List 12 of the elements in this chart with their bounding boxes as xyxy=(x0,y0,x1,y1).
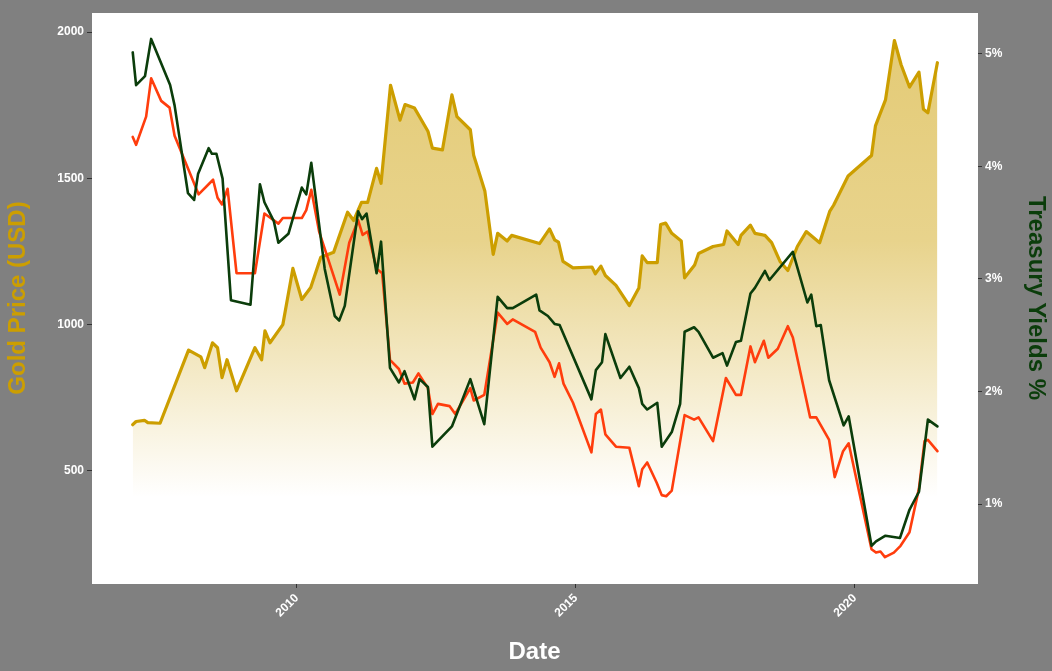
y2-tick-label: 2% xyxy=(985,383,1003,398)
y-tick-label: 1500 xyxy=(57,170,85,185)
y2-tick-label: 4% xyxy=(985,158,1003,173)
y2-tick-label: 1% xyxy=(985,496,1003,511)
y-axis-title: Gold Price (USD) xyxy=(3,201,31,395)
y2-tick-label: 5% xyxy=(985,45,1003,60)
x-axis-title: Date xyxy=(508,637,561,665)
y2-tick-label: 3% xyxy=(985,271,1003,286)
y2-axis-title: Treasury Yields % xyxy=(1023,195,1051,401)
y-tick-label: 2000 xyxy=(57,24,85,39)
y-tick-label: 500 xyxy=(63,463,85,478)
y-tick-label: 1000 xyxy=(57,316,85,331)
